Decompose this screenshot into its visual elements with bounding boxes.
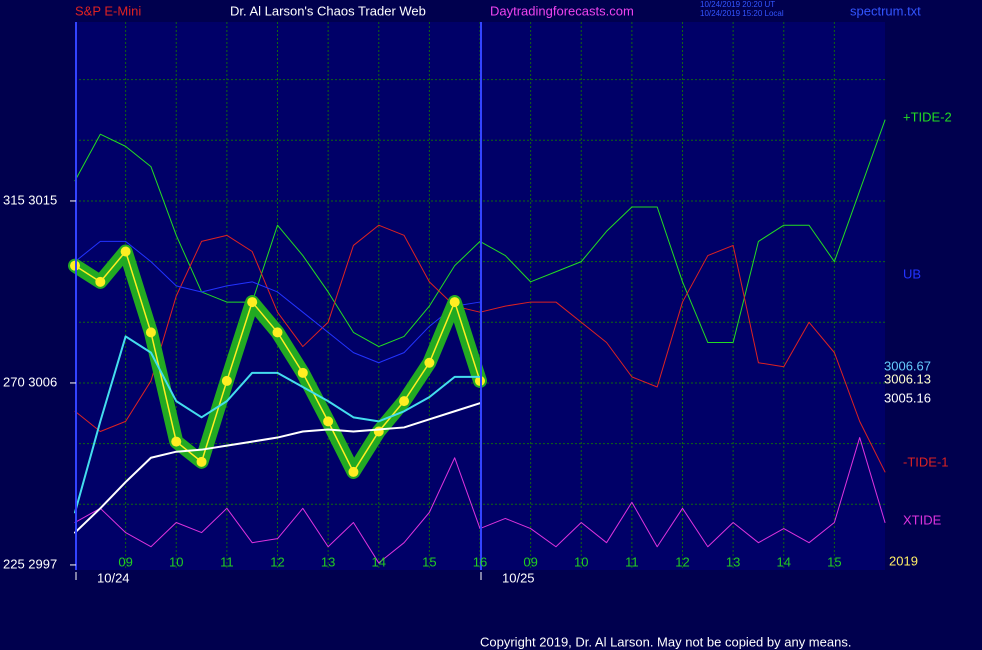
y-tick-label: 315 3015 — [3, 192, 57, 207]
series-line — [74, 402, 481, 534]
series-line — [74, 335, 481, 514]
price-marker — [145, 327, 156, 338]
price-marker — [247, 297, 258, 308]
series-label: +TIDE-2 — [903, 109, 952, 124]
price-marker — [348, 466, 359, 477]
date-label: 10/25 — [502, 570, 535, 585]
x-tick-label: 10 — [169, 554, 183, 569]
series-label: UB — [903, 266, 921, 281]
chart-title: Dr. Al Larson's Chaos Trader Web — [230, 3, 426, 18]
y-tick-label: 270 3006 — [3, 374, 57, 389]
readout: 3005.16 — [884, 390, 931, 405]
series-label: -TIDE-1 — [903, 454, 949, 469]
price-marker — [196, 456, 207, 467]
x-tick-label: 12 — [675, 554, 689, 569]
instrument-label: S&P E-Mini — [75, 3, 141, 18]
readout: 3006.13 — [884, 371, 931, 386]
price-marker — [95, 276, 106, 287]
price-marker — [449, 297, 460, 308]
file-name: spectrum.txt — [850, 3, 921, 18]
series-line — [74, 240, 481, 364]
x-tick-label: 13 — [321, 554, 335, 569]
x-tick-label: 15 — [422, 554, 436, 569]
readout: 3006.67 — [884, 358, 931, 373]
timestamp: 10/24/2019 20:20 UT — [700, 0, 775, 9]
x-tick-label: 11 — [625, 554, 639, 569]
date-label: 10/24 — [97, 570, 130, 585]
x-tick-label: 12 — [270, 554, 284, 569]
price-marker — [297, 367, 308, 378]
price-marker — [221, 375, 232, 386]
x-tick-label: 16 — [473, 554, 487, 569]
x-tick-label: 10 — [574, 554, 588, 569]
price-marker — [399, 396, 410, 407]
timestamp: 10/24/2019 15:20 Local — [700, 9, 784, 18]
x-tick-label: 14 — [777, 554, 791, 569]
x-tick-label: 09 — [523, 554, 537, 569]
x-tick-label: 14 — [372, 554, 386, 569]
copyright: Copyright 2019, Dr. Al Larson. May not b… — [480, 634, 851, 649]
price-marker — [373, 426, 384, 437]
x-tick-label: 15 — [827, 554, 841, 569]
y-tick-label: 225 2997 — [3, 556, 57, 571]
x-tick-label: 13 — [726, 554, 740, 569]
price-marker — [323, 416, 334, 427]
x-tick-label: 11 — [220, 554, 234, 569]
site-link: Daytradingforecasts.com — [490, 3, 634, 18]
price-marker — [272, 327, 283, 338]
series-label: XTIDE — [903, 512, 942, 527]
price-marker — [424, 357, 435, 368]
year-label: 2019 — [889, 553, 918, 568]
price-marker — [171, 436, 182, 447]
x-tick-label: 09 — [118, 554, 132, 569]
price-marker — [120, 246, 131, 257]
